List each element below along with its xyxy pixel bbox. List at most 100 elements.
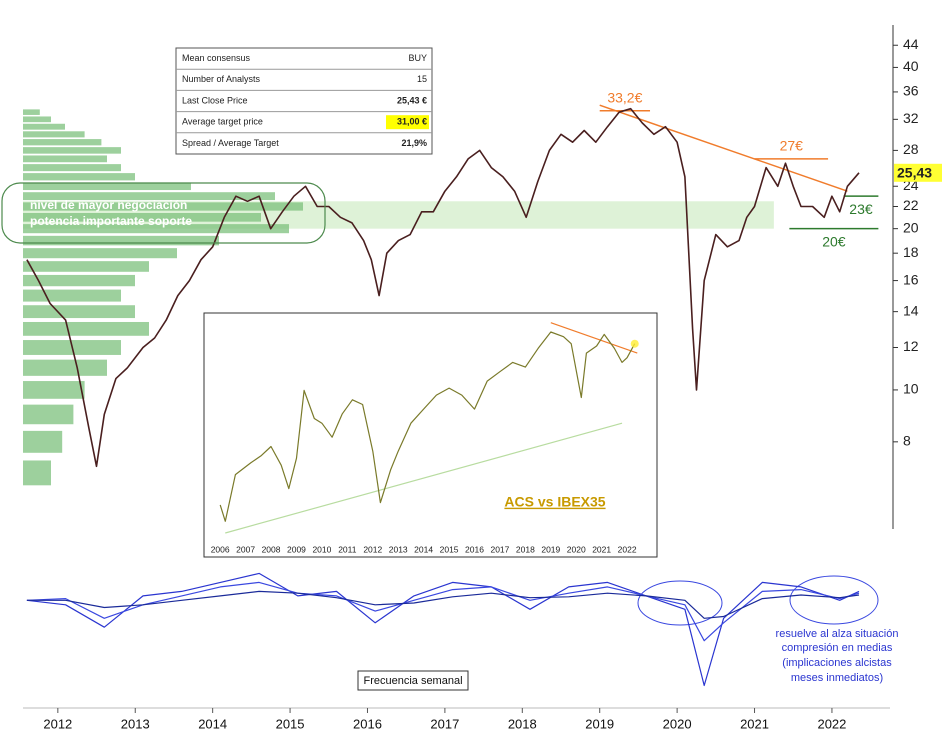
inset-x-label: 2008 — [262, 544, 281, 554]
level-label: 23€ — [849, 201, 873, 217]
highlight — [386, 115, 429, 130]
inset-x-label: 2017 — [490, 544, 509, 554]
y-tick-label: 10 — [903, 381, 919, 397]
y-tick-label: 36 — [903, 83, 919, 99]
highlight-ellipse — [637, 580, 723, 626]
inset-x-label: 2013 — [389, 544, 408, 554]
profile-bar — [23, 155, 107, 163]
profile-bar — [23, 321, 149, 336]
inset-x-label: 2016 — [465, 544, 484, 554]
x-tick-label: 2014 — [198, 716, 227, 731]
profile-bar — [23, 430, 63, 453]
profile-bar — [23, 192, 275, 201]
profile-bar — [23, 305, 135, 319]
y-tick-label: 12 — [903, 338, 919, 354]
inset-x-label: 2012 — [363, 544, 382, 554]
level-label: 27€ — [780, 138, 804, 154]
inset-chart: 2006 2007 2008 2009 2010 2011 2012 2013 2014 2015… — [203, 312, 658, 558]
info-table: Mean consensus BUY Number of Analysts 15 Las… — [175, 47, 433, 155]
support-note: potencia importante soporte — [30, 214, 192, 228]
y-tick-label: 40 — [903, 58, 919, 74]
x-tick-label: 2015 — [276, 716, 305, 731]
profile-bar — [23, 381, 85, 399]
inset-x-label: 2009 — [287, 544, 306, 554]
inset-x-label: 2019 — [541, 544, 560, 554]
table-frame — [175, 47, 433, 155]
x-tick-label: 2020 — [663, 716, 692, 731]
row-label: Spread / Average Target — [182, 138, 279, 148]
row-label: Average target price — [182, 117, 263, 127]
y-tick-label: 22 — [903, 197, 919, 213]
row-value: 21,9% — [401, 138, 427, 148]
oscillator-line — [26, 581, 860, 642]
y-tick-label: 20 — [903, 219, 919, 235]
profile-bar — [23, 404, 74, 425]
x-tick-label: 2016 — [353, 716, 382, 731]
x-tick-label: 2013 — [121, 716, 150, 731]
profile-bar — [23, 109, 40, 115]
last-value-label: 25,43 — [897, 164, 932, 180]
inset-x-label: 2010 — [312, 544, 331, 554]
inset-support-line — [225, 422, 623, 534]
profile-bar — [23, 182, 191, 191]
support-outline — [1, 182, 326, 244]
note-line: resuelve al alza situación — [776, 628, 899, 640]
price-line — [26, 107, 860, 468]
oscillator — [26, 572, 879, 687]
profile-bar — [23, 131, 85, 138]
inset-x-label: 2011 — [338, 544, 357, 554]
y-tick-label: 18 — [903, 244, 919, 260]
row-label: Last Close Price — [182, 95, 248, 105]
inset-x-label: 2020 — [567, 544, 586, 554]
y-tick-label: 28 — [903, 141, 919, 157]
support-note: nivel de mayor negociación — [30, 198, 187, 212]
highlight-ellipse — [789, 575, 879, 625]
row-label: Mean consensus — [182, 53, 251, 63]
inset-x-label: 2021 — [592, 544, 611, 554]
inset-title: ACS vs IBEX35 — [504, 494, 605, 510]
volume-profile — [23, 109, 774, 486]
profile-bar — [23, 123, 65, 130]
level-label: 33,2€ — [607, 89, 642, 105]
frequency-box — [357, 670, 469, 691]
profile-bar — [23, 212, 261, 222]
profile-bar — [23, 248, 177, 259]
inset-x-label: 2022 — [618, 544, 637, 554]
profile-bar — [23, 202, 303, 211]
row-value: 25,43 € — [397, 95, 427, 105]
profile-bar — [23, 116, 51, 123]
profile-bar — [23, 261, 149, 272]
y-tick-label: 44 — [903, 36, 919, 52]
x-tick-label: 2018 — [508, 716, 537, 731]
inset-x-label: 2018 — [516, 544, 535, 554]
y-tick-label: 32 — [903, 110, 919, 126]
trendline — [599, 104, 848, 192]
note-line: (implicaciones alcistas — [782, 657, 892, 669]
row-value: 31,00 € — [397, 117, 427, 127]
row-label: Number of Analysts — [182, 74, 261, 84]
profile-bar — [23, 139, 102, 146]
x-tick-label: 2022 — [817, 716, 846, 731]
last-value-box — [894, 163, 942, 182]
x-tick-label: 2019 — [585, 716, 614, 731]
inset-last-point — [630, 339, 639, 348]
y-tick-label: 14 — [903, 302, 919, 318]
y-tick-label: 16 — [903, 271, 919, 287]
profile-bar — [23, 274, 135, 287]
frequency-label: Frecuencia semanal — [363, 675, 462, 687]
inset-trendline — [550, 322, 638, 354]
oscillator-line — [26, 590, 860, 619]
row-value: BUY — [408, 53, 427, 63]
inset-x-label: 2015 — [440, 544, 459, 554]
compression-note: resuelve al alza situación compresión en… — [776, 628, 899, 684]
level-label: 20€ — [822, 233, 846, 249]
profile-bar — [23, 173, 135, 181]
oscillator-line — [26, 572, 860, 687]
x-tick-label: 2021 — [740, 716, 769, 731]
inset-frame — [203, 312, 658, 558]
row-value: 15 — [417, 74, 427, 84]
y-tick-label: 8 — [903, 433, 911, 449]
inset-x-label: 2014 — [414, 544, 433, 554]
